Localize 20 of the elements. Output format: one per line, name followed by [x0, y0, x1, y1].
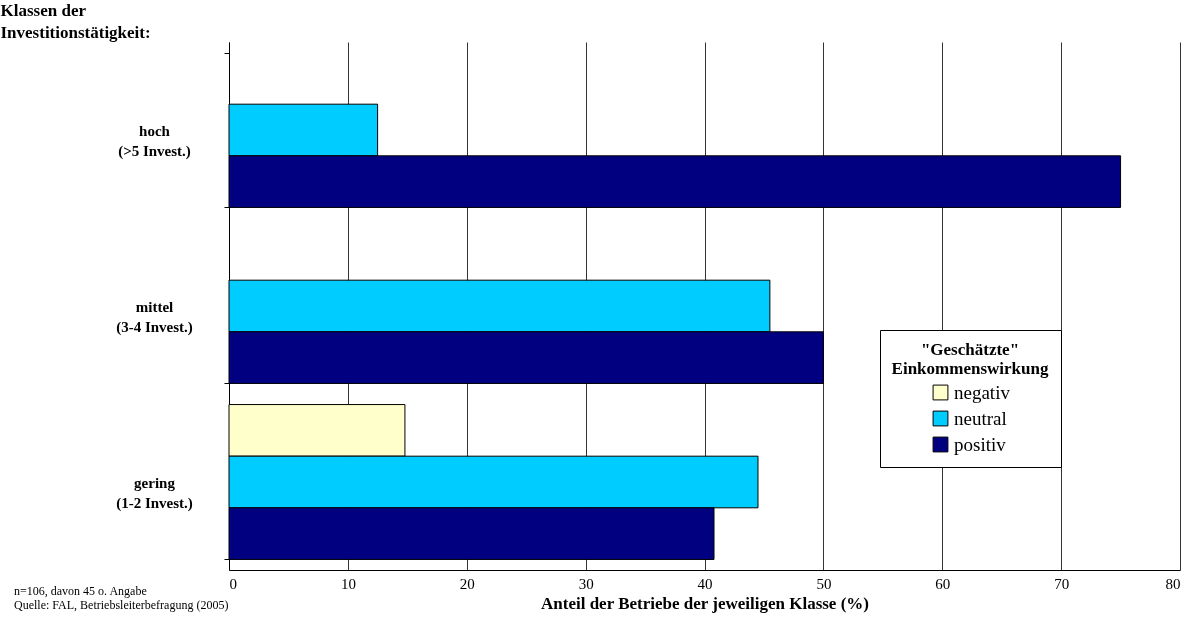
- legend-label: positiv: [954, 433, 1007, 455]
- x-tick-label: 30: [578, 575, 594, 592]
- legend-label: negativ: [954, 381, 1011, 403]
- x-tick-label: 0: [229, 575, 237, 592]
- text: n=106, davon 45 o. Angabe: [14, 584, 147, 598]
- x-tick-label: 10: [340, 575, 356, 592]
- source-note: Quelle: FAL, Betriebsleiterbefragung (2005): [14, 598, 229, 612]
- x-tick-label: 40: [697, 575, 713, 592]
- y-axis-title: Klassen der Investitionstätigkeit:: [0, 0, 151, 42]
- x-tick-label: 20: [459, 575, 475, 592]
- y-tick-label: gering (1-2 Invest.): [116, 474, 193, 512]
- y-tick-label: hoch (>5 Invest.): [118, 122, 191, 160]
- x-tick-label: 80: [1165, 575, 1181, 592]
- x-tick-label: 60: [935, 575, 951, 592]
- legend-title: "Geschätzte" Einkommenswirkung: [891, 340, 1049, 378]
- x-axis-title: Anteil der Betriebe der jeweiligen Klasse (%): [541, 593, 869, 613]
- x-tick-label: 50: [816, 575, 832, 592]
- legend-label: neutral: [954, 407, 1007, 429]
- x-tick-label: 70: [1054, 575, 1070, 592]
- y-tick-label: mittel (3-4 Invest.): [116, 298, 193, 336]
